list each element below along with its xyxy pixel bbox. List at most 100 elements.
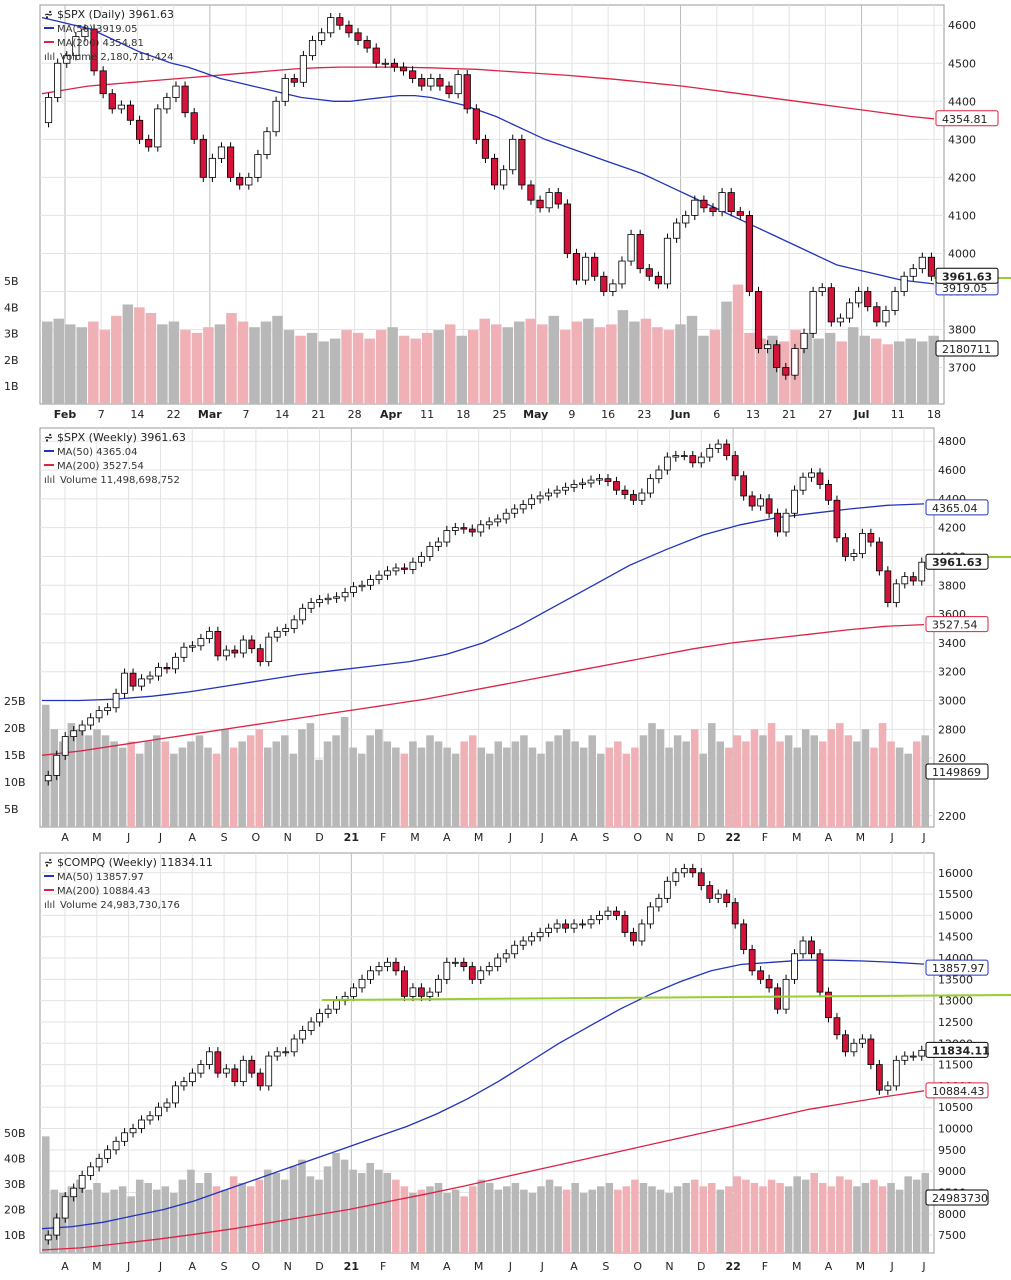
candle-body: [765, 978, 773, 989]
x-tick-label: 22: [725, 831, 740, 844]
ma50-line: [41, 959, 925, 1230]
x-tick-label: M: [792, 831, 802, 844]
candle-body: [81, 28, 89, 38]
candle-body: [518, 138, 526, 186]
volume-bar: [306, 723, 315, 827]
x-tick-label: 11: [891, 408, 905, 421]
x-tick-label: A: [570, 831, 578, 844]
volume-bar: [400, 753, 409, 827]
candle-body: [663, 880, 671, 899]
volume-bar: [255, 1179, 263, 1253]
candle-body: [350, 987, 357, 997]
candle-body: [463, 74, 471, 110]
volume-bar: [357, 753, 366, 827]
x-tick-label: 25: [493, 408, 507, 421]
x-tick-label: J: [890, 1260, 894, 1273]
candle-body: [731, 455, 739, 477]
ma200-legend: MA(200) 3527.54: [57, 461, 144, 472]
volume-bar: [281, 1179, 289, 1253]
candle-body: [208, 157, 216, 178]
x-tick-label: D: [697, 831, 705, 844]
candle-body: [909, 268, 917, 277]
candle-body: [697, 872, 705, 886]
volume-bar: [537, 753, 545, 827]
volume-bar: [801, 729, 810, 827]
volume-bar: [460, 741, 468, 827]
candle-body: [774, 512, 781, 533]
candle-body: [494, 957, 502, 967]
candle-body: [875, 541, 883, 572]
volume-bar: [229, 1176, 238, 1253]
y-tick-label: 4200: [938, 522, 966, 535]
volume-bar: [819, 741, 827, 827]
candle-body: [350, 586, 357, 593]
candle-body: [227, 146, 235, 178]
volume-bar: [514, 321, 525, 404]
ma200-line: [41, 623, 925, 756]
candle-body: [748, 495, 756, 507]
volume-bar: [42, 321, 53, 404]
volume-bar: [759, 735, 767, 827]
volume-bar: [708, 1183, 716, 1253]
candle-body: [239, 639, 247, 654]
volume-bar: [486, 753, 494, 827]
candle-body: [418, 987, 425, 997]
candle-body: [99, 70, 107, 95]
candle-body: [199, 138, 207, 178]
candle-body: [189, 1072, 196, 1083]
candle-body: [500, 169, 508, 186]
volume-bar: [528, 747, 537, 827]
volume-bar: [272, 1173, 281, 1253]
volume-bar: [443, 747, 451, 827]
volume-bar: [639, 1183, 648, 1253]
volume-bar: [84, 735, 93, 827]
x-tick-label: 7: [243, 408, 250, 421]
volume-bar: [349, 1169, 357, 1253]
volume-bar: [588, 1189, 596, 1253]
candle-body: [754, 291, 763, 349]
x-tick-label: F: [380, 831, 386, 844]
volume-bar: [444, 324, 456, 404]
candle-body: [825, 484, 832, 501]
candle-body: [358, 978, 366, 989]
volume-bar: [237, 321, 249, 404]
volume-bar: [744, 332, 755, 404]
x-tick-label: F: [380, 1260, 386, 1273]
volume-bar: [460, 1196, 468, 1253]
candle-body: [290, 78, 298, 83]
candle-body: [882, 310, 890, 323]
candle-body: [545, 192, 553, 209]
volume-bar: [656, 729, 665, 827]
candle-body: [554, 192, 562, 205]
volume-bar: [836, 1176, 844, 1253]
candle-body: [87, 1166, 95, 1176]
candle-body: [190, 112, 198, 140]
volume-bar: [870, 1179, 878, 1253]
volume-bar: [639, 735, 648, 827]
volume-bar: [221, 1189, 229, 1253]
candle-body: [214, 630, 222, 657]
candle-body: [553, 489, 561, 494]
x-tick-label: M: [410, 1260, 420, 1273]
x-tick-label: J: [158, 1260, 162, 1273]
x-tick-label: Apr: [380, 408, 402, 421]
x-tick-label: A: [61, 831, 69, 844]
volume-bar: [134, 307, 145, 404]
volume-bar: [260, 321, 272, 404]
x-tick-label: J: [921, 1260, 925, 1273]
x-tick-label: D: [697, 1260, 705, 1273]
volume-bar: [784, 1186, 793, 1253]
volume-bar: [675, 324, 686, 404]
candle-body: [511, 944, 519, 955]
x-tick-label: A: [443, 831, 451, 844]
volume-callout-box: [925, 763, 989, 780]
volume-bar: [352, 332, 364, 404]
candle-body: [390, 62, 399, 68]
candle-body: [222, 1068, 230, 1074]
volume-bar: [468, 735, 477, 827]
x-tick-label: 16: [601, 408, 615, 421]
candle-body: [808, 472, 815, 478]
candle-body: [850, 553, 858, 557]
volume-bar: [153, 735, 161, 827]
candle-body: [791, 953, 798, 980]
